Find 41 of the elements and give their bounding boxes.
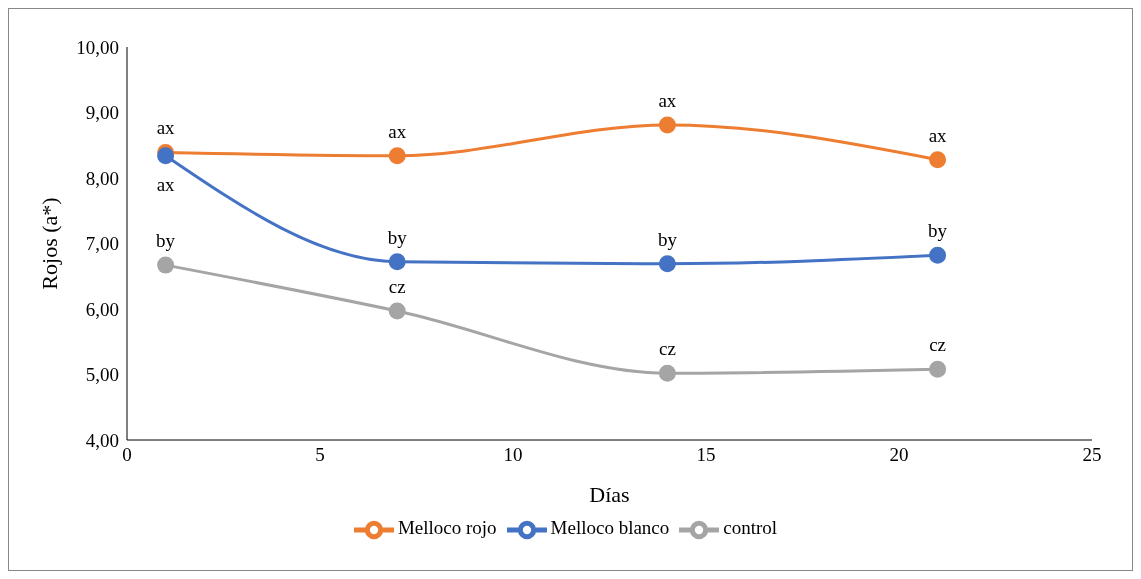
- legend-label: Melloco rojo: [397, 517, 497, 539]
- y-tick-label: 4,00: [85, 429, 119, 451]
- y-tick-label: 9,00: [85, 102, 119, 124]
- legend-label: Melloco blanco: [550, 517, 670, 539]
- point: [929, 151, 947, 169]
- y-tick-label: 5,00: [85, 364, 119, 386]
- annotation: ax: [156, 117, 176, 139]
- annotation: cz: [658, 338, 676, 360]
- y-tick-label: 10,00: [76, 36, 119, 58]
- x-tick-label: 15: [696, 444, 716, 466]
- y-tick-label: 6,00: [85, 298, 119, 320]
- point: [658, 255, 676, 273]
- annotation: ax: [388, 120, 407, 142]
- annotation: by: [928, 220, 948, 242]
- point: [929, 360, 947, 378]
- point: [388, 302, 406, 320]
- point: [157, 147, 175, 165]
- annotation: ax: [156, 174, 176, 196]
- x-axis-title: Días: [589, 482, 630, 507]
- point: [388, 253, 406, 271]
- x-tick-label: 0: [122, 444, 132, 466]
- y-axis-title: Rojos (a*): [36, 197, 62, 290]
- point: [929, 246, 947, 264]
- x-tick-label: 5: [315, 444, 325, 466]
- y-tick-label: 8,00: [85, 167, 119, 189]
- annotation: cz: [929, 334, 947, 356]
- annotation: ax: [928, 124, 948, 146]
- annotation: cz: [388, 275, 406, 297]
- annotation: by: [657, 228, 678, 250]
- x-tick-label: 10: [503, 444, 523, 466]
- x-tick-label: 25: [1082, 444, 1102, 466]
- annotation: ax: [658, 89, 677, 111]
- point: [658, 364, 676, 382]
- point: [388, 147, 406, 165]
- point: [658, 116, 676, 134]
- annotation: by: [156, 230, 176, 252]
- annotation: by: [387, 226, 408, 248]
- x-tick-label: 20: [889, 444, 909, 466]
- legend-label: control: [723, 517, 778, 539]
- y-tick-label: 7,00: [85, 233, 119, 255]
- point: [157, 256, 175, 274]
